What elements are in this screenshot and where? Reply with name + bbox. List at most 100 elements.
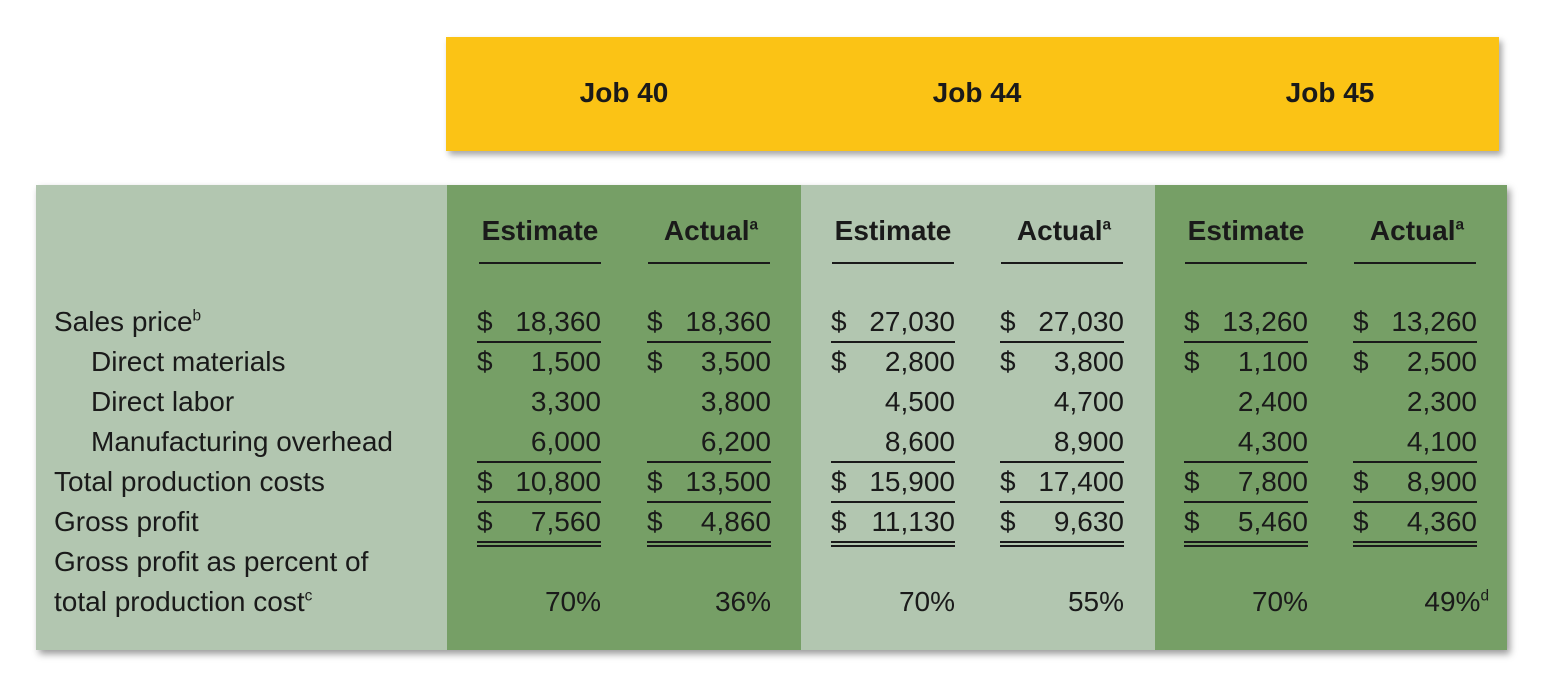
total-rule: [477, 501, 601, 503]
col-header-estimate: Estimate: [1187, 215, 1305, 246]
currency-symbol: $: [477, 506, 493, 537]
total-rule: [477, 341, 601, 343]
cell-value: 3,800: [700, 386, 771, 417]
total-rule: [1000, 461, 1124, 463]
cell-value: 4,500: [884, 386, 955, 417]
cell-value: 13,260: [1391, 306, 1477, 337]
currency-symbol: $: [1000, 306, 1016, 337]
cell-value: 3,300: [530, 386, 601, 417]
currency-symbol: $: [647, 506, 663, 537]
row-label-sales-price: Sales priceb: [54, 306, 202, 337]
cell-value: 2,400: [1237, 386, 1308, 417]
double-underline: [1000, 541, 1124, 547]
job-40-title: Job 40: [579, 77, 669, 108]
row-label-direct-labor: Direct labor: [91, 386, 235, 417]
total-rule: [1184, 501, 1308, 503]
double-underline: [831, 541, 955, 547]
currency-symbol: $: [477, 466, 493, 497]
cell-value: 9,630: [1053, 506, 1124, 537]
double-underline: [1184, 541, 1308, 547]
cell-value: 4,700: [1053, 386, 1124, 417]
cell-value: 4,360: [1406, 506, 1477, 537]
footnote-marker: d: [1480, 587, 1489, 605]
currency-symbol: $: [1184, 506, 1200, 537]
cell-value: 13,260: [1222, 306, 1308, 337]
cell-value: 4,860: [700, 506, 771, 537]
row-label-manufacturing-overhead: Manufacturing overhead: [91, 426, 393, 457]
cell-value: 3,800: [1053, 346, 1124, 377]
cell-value: 18,360: [685, 306, 771, 337]
currency-symbol: $: [831, 466, 847, 497]
double-underline: [647, 541, 771, 547]
cell-value: 2,500: [1406, 346, 1477, 377]
cell-value: 13,500: [685, 466, 771, 497]
col-header-estimate: Estimate: [834, 215, 952, 246]
col-header-actual: Actuala: [663, 215, 759, 246]
header-underline: [1354, 262, 1476, 264]
header-underline: [1185, 262, 1307, 264]
cell-value: 6,200: [700, 426, 771, 457]
cell-value: 1,100: [1237, 346, 1308, 377]
col-header-actual: Actuala: [1016, 215, 1112, 246]
currency-symbol: $: [1353, 346, 1369, 377]
header-underline: [832, 262, 954, 264]
cell-value: 55%: [1067, 586, 1124, 617]
currency-symbol: $: [831, 506, 847, 537]
total-rule: [647, 341, 771, 343]
cell-value: 5,460: [1237, 506, 1308, 537]
header-underline: [479, 262, 601, 264]
cell-value: 17,400: [1038, 466, 1124, 497]
job-header-banner: [446, 37, 1499, 151]
header-underline: [648, 262, 770, 264]
total-rule: [477, 461, 601, 463]
cell-value: 3,500: [700, 346, 771, 377]
label-column-bg: [36, 185, 447, 650]
header-underline: [1001, 262, 1123, 264]
cell-value: 7,800: [1237, 466, 1308, 497]
cell-value: 11,130: [871, 506, 955, 537]
currency-symbol: $: [477, 306, 493, 337]
job-44-title: Job 44: [932, 77, 1022, 108]
cell-value: 49%d: [1424, 586, 1489, 617]
total-rule: [1000, 501, 1124, 503]
currency-symbol: $: [1000, 346, 1016, 377]
currency-symbol: $: [831, 306, 847, 337]
total-rule: [1353, 461, 1477, 463]
currency-symbol: $: [1353, 506, 1369, 537]
row-label-total-production-costs: Total production costs: [54, 466, 325, 497]
currency-symbol: $: [1184, 306, 1200, 337]
total-rule: [831, 461, 955, 463]
currency-symbol: $: [647, 306, 663, 337]
cell-value: 27,030: [1038, 306, 1124, 337]
total-rule: [831, 501, 955, 503]
currency-symbol: $: [1000, 506, 1016, 537]
cell-value: 4,300: [1237, 426, 1308, 457]
total-rule: [1000, 341, 1124, 343]
currency-symbol: $: [647, 346, 663, 377]
cell-value: 6,000: [530, 426, 601, 457]
cell-value: 8,900: [1053, 426, 1124, 457]
cell-value: 4,100: [1406, 426, 1477, 457]
cell-value: 1,500: [530, 346, 601, 377]
job-45-title: Job 45: [1285, 77, 1375, 108]
total-rule: [647, 501, 771, 503]
cell-value: 70%: [544, 586, 601, 617]
total-rule: [1184, 461, 1308, 463]
row-label-gross-profit: Gross profit: [54, 506, 199, 537]
double-underline: [477, 541, 601, 547]
total-rule: [831, 341, 955, 343]
cell-value: 7,560: [530, 506, 601, 537]
currency-symbol: $: [647, 466, 663, 497]
currency-symbol: $: [1000, 466, 1016, 497]
col-header-actual: Actuala: [1369, 215, 1465, 246]
total-rule: [1353, 341, 1477, 343]
currency-symbol: $: [1353, 306, 1369, 337]
cell-value: 8,600: [884, 426, 955, 457]
row-label-direct-materials: Direct materials: [91, 346, 286, 377]
currency-symbol: $: [1184, 346, 1200, 377]
double-underline: [1353, 541, 1477, 547]
total-rule: [1184, 341, 1308, 343]
cell-value: 27,030: [869, 306, 955, 337]
cell-value: 8,900: [1406, 466, 1477, 497]
cell-value: 2,300: [1406, 386, 1477, 417]
